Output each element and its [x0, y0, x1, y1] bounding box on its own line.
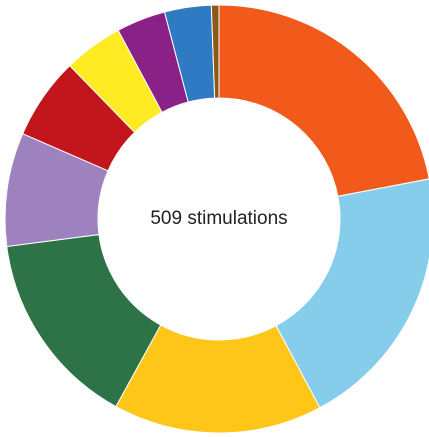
donut-slice-10	[210, 4, 220, 99]
donut-slices	[4, 4, 429, 434]
donut-slice-1	[218, 4, 429, 197]
center-label: 509 stimulations	[150, 208, 287, 229]
donut-slice-2	[275, 178, 429, 409]
